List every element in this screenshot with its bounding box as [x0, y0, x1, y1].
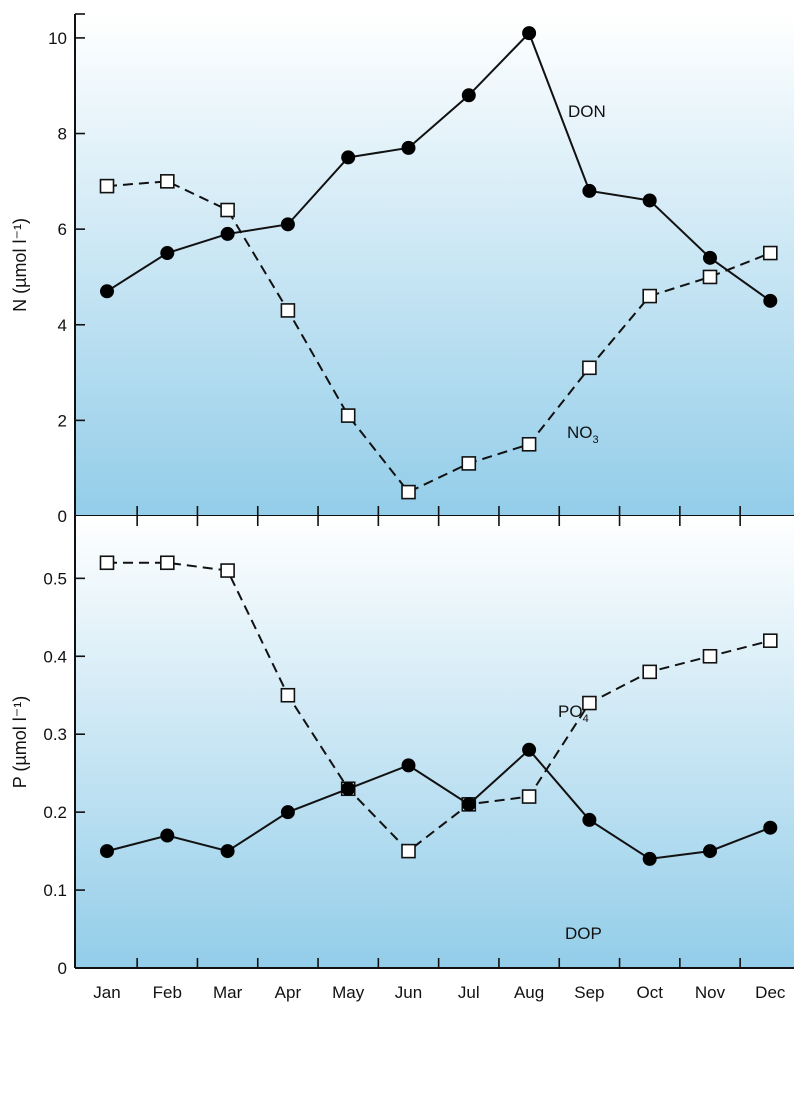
y-tick-label: 0.3: [43, 725, 67, 744]
y-axis-title: N (µmol l⁻¹): [10, 218, 30, 312]
data-point-no3-jun: [401, 484, 416, 500]
y-tick-label: 10: [48, 29, 67, 48]
data-point-no3-oct: [642, 288, 658, 304]
y-tick-label: 8: [58, 125, 67, 144]
data-point-dop-feb: [160, 828, 175, 843]
data-point-dop-dec: [763, 820, 778, 835]
y-tick-label: 2: [58, 411, 67, 430]
series-label-don: DON: [568, 102, 606, 121]
data-point-don-mar: [220, 226, 235, 241]
y-tick-label: 0: [58, 507, 67, 526]
plot-background: [75, 14, 794, 516]
series-dop: [100, 742, 778, 866]
data-point-no3-jul: [461, 456, 477, 471]
data-point-po4-dec: [762, 633, 778, 648]
y-tick-label: 0: [58, 959, 67, 978]
x-tick-label-jun: Jun: [395, 983, 422, 1002]
x-tick-label-apr: Apr: [275, 983, 302, 1002]
data-point-dop-mar: [220, 844, 235, 859]
x-tick-label-dec: Dec: [755, 983, 786, 1002]
data-point-no3-mar: [220, 202, 235, 218]
series-line-po4: [107, 561, 771, 853]
data-point-don-dec: [763, 293, 778, 308]
data-point-po4-jan: [99, 555, 115, 571]
data-point-no3-sep: [582, 360, 597, 376]
x-tick-label-jul: Jul: [458, 983, 480, 1002]
data-point-po4-sep: [582, 695, 597, 711]
data-point-don-jan: [100, 284, 114, 299]
series-label-po4: PO4: [558, 702, 589, 725]
data-point-no3-aug: [521, 436, 537, 452]
series-label-no3: NO3: [567, 423, 599, 446]
data-point-dop-jul: [461, 797, 476, 812]
data-point-no3-nov: [702, 269, 718, 285]
data-point-no3-may: [340, 408, 356, 423]
data-point-dop-jun: [401, 758, 416, 773]
x-tick-label-mar: Mar: [213, 983, 243, 1002]
y-tick-label: 0.1: [43, 881, 67, 900]
x-tick-label-nov: Nov: [695, 983, 726, 1002]
data-point-don-nov: [703, 250, 717, 265]
data-point-don-oct: [642, 193, 657, 208]
chart-panels: 0 2 4 6 8 10 N (µmol l⁻¹) DON NO3 0 0.1 0.2 0.3 0.4 0.…: [10, 13, 794, 1002]
plot-background: [75, 516, 794, 968]
series-no3: [99, 174, 778, 500]
data-point-dop-may: [341, 781, 356, 796]
panel-phosphorus: 0 0.1 0.2 0.3 0.4 0.5 P (µmol l⁻¹) PO4 DOP Jan Feb…: [10, 516, 794, 1002]
data-point-dop-jan: [100, 844, 114, 859]
y-tick-label: 4: [58, 316, 67, 335]
series-line-dop: [106, 748, 771, 860]
y-tick-label: 0.5: [43, 569, 67, 588]
data-point-don-feb: [160, 246, 175, 261]
data-point-don-jun: [401, 140, 416, 155]
y-tick-label: 0.2: [43, 803, 67, 822]
data-point-no3-dec: [762, 245, 778, 261]
x-tick-label-may: May: [332, 983, 365, 1002]
data-point-no3-jan: [99, 178, 115, 194]
data-point-po4-nov: [702, 648, 718, 664]
data-point-dop-nov: [703, 844, 717, 859]
x-tick-label-feb: Feb: [153, 983, 182, 1002]
series-line-no3: [106, 180, 771, 494]
data-point-po4-aug: [521, 789, 537, 804]
x-tick-label-aug: Aug: [514, 983, 544, 1002]
y-axis-title: P (µmol l⁻¹): [10, 696, 30, 789]
x-tick-label-sep: Sep: [574, 983, 604, 1002]
y-tick-label: 6: [58, 220, 67, 239]
data-point-no3-apr: [280, 303, 296, 318]
data-point-don-jul: [461, 88, 476, 103]
data-point-don-apr: [280, 217, 295, 232]
data-point-po4-feb: [160, 555, 175, 571]
data-point-po4-mar: [220, 563, 235, 578]
x-tick-label-jan: Jan: [93, 983, 120, 1002]
series-line-don: [106, 31, 771, 302]
data-point-po4-apr: [280, 687, 296, 703]
data-point-dop-sep: [582, 812, 597, 827]
data-point-dop-apr: [280, 805, 295, 820]
data-point-don-sep: [582, 183, 597, 198]
series-label-dop: DOP: [565, 924, 602, 943]
data-point-dop-oct: [642, 851, 657, 866]
data-point-po4-oct: [642, 664, 658, 680]
series-don: [100, 26, 778, 308]
y-tick-label: 0.4: [43, 647, 67, 666]
panel-nitrogen: 0 2 4 6 8 10 N (µmol l⁻¹) DON NO3: [10, 14, 794, 526]
data-point-dop-aug: [522, 742, 537, 757]
data-point-don-may: [341, 150, 356, 165]
x-tick-label-oct: Oct: [636, 983, 663, 1002]
data-point-po4-jun: [401, 843, 416, 859]
data-point-no3-feb: [160, 174, 175, 189]
data-point-don-aug: [522, 26, 537, 41]
